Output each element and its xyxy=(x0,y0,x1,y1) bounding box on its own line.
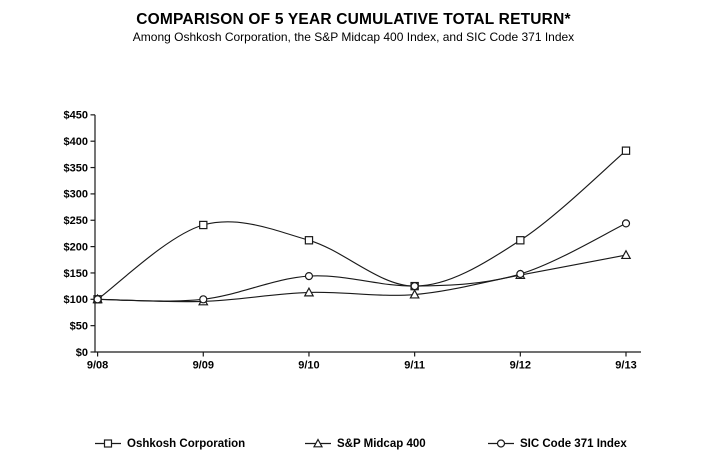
y-tick-label: $0 xyxy=(76,347,88,359)
axes xyxy=(90,114,641,357)
legend-item-sic371: SIC Code 371 Index xyxy=(488,436,627,451)
axis-tick-labels: $0 $50 $100 $150 $200 $250 $300 $350 $400 $450 9/0… xyxy=(64,110,637,372)
x-tick-label: 9/08 xyxy=(87,360,108,372)
triangle-marker-icon xyxy=(305,438,331,448)
circle-marker xyxy=(516,269,525,279)
series-line xyxy=(97,254,627,303)
y-tick-label: $450 xyxy=(64,110,88,122)
legend-label-midcap: S&P Midcap 400 xyxy=(337,437,426,450)
triangle-marker xyxy=(409,289,420,299)
square-marker-icon xyxy=(95,439,121,448)
series-circle xyxy=(93,219,631,304)
square-marker xyxy=(304,236,314,245)
x-tick-label: 9/10 xyxy=(298,360,319,372)
y-tick-label: $100 xyxy=(64,294,88,306)
square-marker xyxy=(621,146,631,155)
chart-subtitle: Among Oshkosh Corporation, the S&P Midca… xyxy=(132,30,575,44)
chart-title: COMPARISON OF 5 YEAR CUMULATIVE TOTAL RE… xyxy=(136,11,571,28)
x-tick-label: 9/11 xyxy=(404,360,425,372)
y-tick-label: $300 xyxy=(64,189,88,201)
circle-marker xyxy=(410,282,419,291)
x-tick-label: 9/09 xyxy=(193,360,214,372)
square-marker xyxy=(199,220,208,230)
y-tick-label: $250 xyxy=(64,215,88,227)
x-tick-label: 9/12 xyxy=(510,360,531,372)
circle-marker xyxy=(621,219,631,228)
series-triangle xyxy=(92,249,632,306)
circle-marker xyxy=(304,272,314,281)
y-tick-label: $350 xyxy=(64,162,88,174)
y-tick-label: $200 xyxy=(64,241,88,253)
legend-label-sic371: SIC Code 371 Index xyxy=(520,437,627,450)
x-tick-label: 9/13 xyxy=(615,360,636,372)
series-line xyxy=(97,222,627,302)
y-tick-label: $150 xyxy=(64,268,88,280)
y-tick-label: $400 xyxy=(64,136,88,148)
circle-marker xyxy=(93,295,102,304)
series-square xyxy=(93,146,631,304)
y-tick-label: $50 xyxy=(70,320,88,332)
legend-item-midcap: S&P Midcap 400 xyxy=(305,436,426,451)
legend-label-oshkosh: Oshkosh Corporation xyxy=(127,437,246,450)
square-marker xyxy=(516,236,525,245)
triangle-marker xyxy=(303,286,315,297)
series-line xyxy=(97,150,627,300)
circle-marker xyxy=(199,295,208,304)
triangle-marker xyxy=(620,249,632,260)
legend-item-oshkosh: Oshkosh Corporation xyxy=(95,436,245,451)
circle-marker-icon xyxy=(488,439,514,448)
